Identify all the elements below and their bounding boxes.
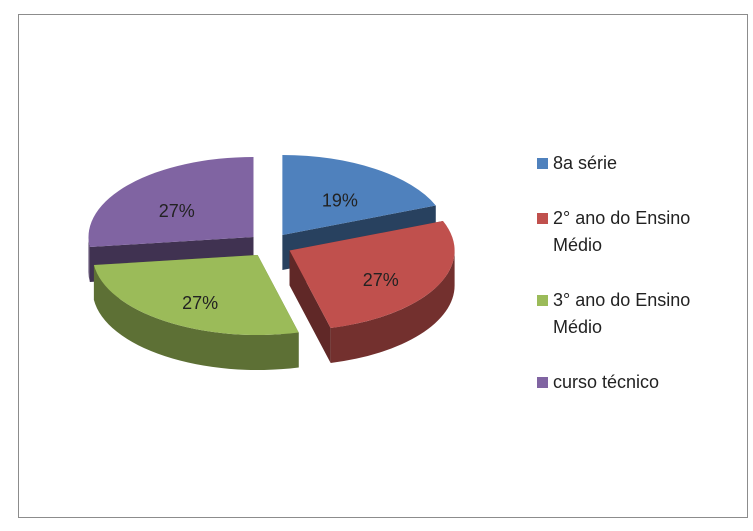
slice-outer-wall bbox=[93, 265, 299, 371]
legend-swatch bbox=[537, 213, 548, 224]
legend-label: curso técnico bbox=[553, 372, 660, 392]
pie-slice bbox=[93, 255, 299, 336]
pie-slice bbox=[88, 156, 254, 248]
slice-outer-wall bbox=[330, 250, 455, 363]
legend-label: 3° ano do Ensino Médio bbox=[553, 290, 691, 337]
data-label: 27% bbox=[159, 201, 195, 221]
data-label: 27% bbox=[363, 270, 399, 290]
legend-swatch bbox=[537, 377, 548, 388]
legend-swatch bbox=[537, 295, 548, 306]
slice-edge-wall bbox=[289, 250, 331, 363]
pie-slice bbox=[289, 221, 455, 328]
legend: 8a série 2° ano do Ensino Médio 3° ano do … bbox=[537, 150, 742, 396]
legend-item: curso técnico bbox=[537, 369, 742, 396]
slice-outer-wall bbox=[88, 236, 90, 283]
legend-item: 2° ano do Ensino Médio bbox=[537, 205, 742, 259]
legend-swatch bbox=[537, 158, 548, 169]
data-label: 27% bbox=[182, 293, 218, 313]
legend-item: 8a série bbox=[537, 150, 742, 177]
legend-item: 3° ano do Ensino Médio bbox=[537, 287, 742, 341]
legend-label: 2° ano do Ensino Médio bbox=[553, 208, 691, 255]
pie-slice bbox=[282, 154, 436, 235]
data-label: 19% bbox=[322, 191, 358, 211]
legend-label: 8a série bbox=[553, 153, 618, 173]
